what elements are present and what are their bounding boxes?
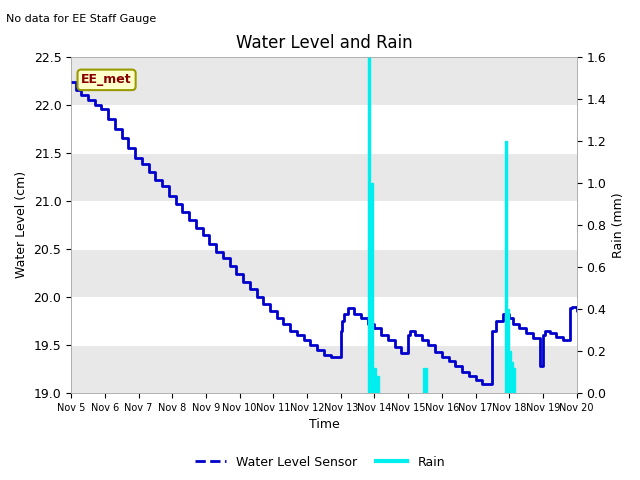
Polygon shape (511, 361, 513, 393)
Text: No data for EE Staff Gauge: No data for EE Staff Gauge (6, 14, 157, 24)
Polygon shape (369, 57, 371, 393)
Bar (71, 249, 577, 297)
Polygon shape (377, 376, 378, 393)
Polygon shape (374, 368, 376, 393)
Text: EE_met: EE_met (81, 73, 132, 86)
Y-axis label: Rain (mm): Rain (mm) (612, 192, 625, 258)
Polygon shape (426, 368, 428, 393)
Bar (71, 153, 577, 201)
Title: Water Level and Rain: Water Level and Rain (236, 34, 412, 52)
Polygon shape (505, 141, 507, 393)
Polygon shape (371, 183, 373, 393)
Legend: Water Level Sensor, Rain: Water Level Sensor, Rain (190, 451, 450, 474)
X-axis label: Time: Time (308, 419, 339, 432)
Bar (71, 345, 577, 393)
Polygon shape (509, 351, 511, 393)
Polygon shape (424, 368, 425, 393)
Polygon shape (513, 368, 515, 393)
Polygon shape (508, 309, 509, 393)
Y-axis label: Water Level (cm): Water Level (cm) (15, 171, 28, 278)
Bar (71, 57, 577, 105)
